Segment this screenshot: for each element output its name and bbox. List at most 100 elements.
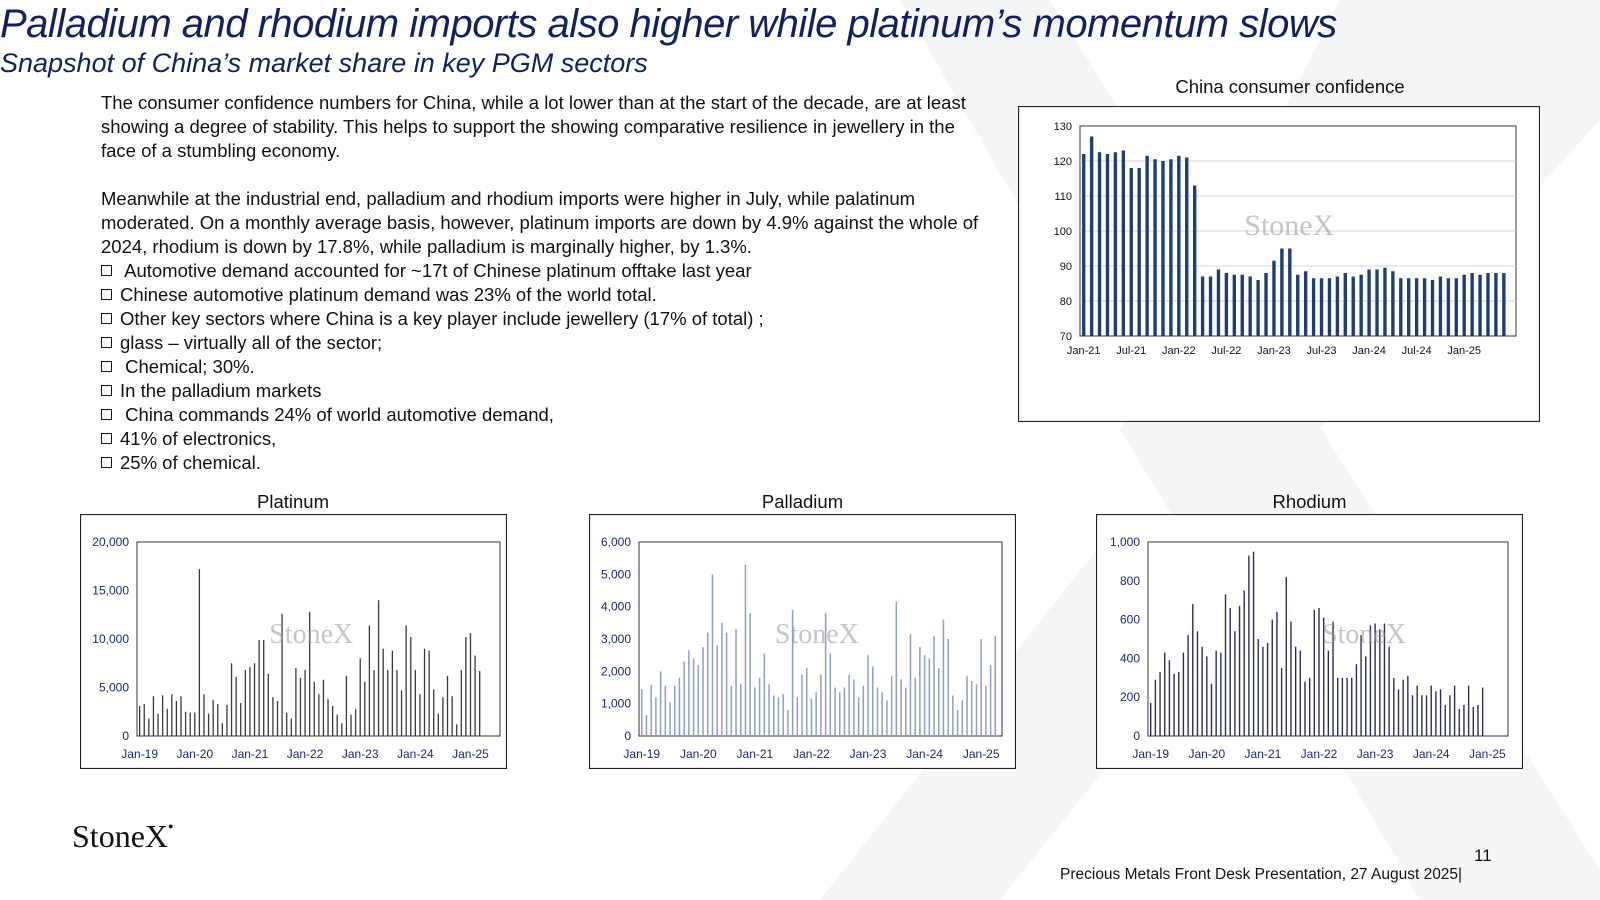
y-tick-label: 1,000 bbox=[601, 697, 631, 711]
bar bbox=[341, 723, 343, 736]
bar bbox=[829, 653, 832, 736]
x-tick-label: Jan-24 bbox=[1352, 345, 1386, 357]
bar bbox=[198, 569, 201, 736]
y-tick-label: 800 bbox=[1120, 574, 1140, 588]
bar bbox=[244, 670, 246, 736]
x-tick-label: Jan-25 bbox=[1447, 345, 1481, 357]
bullet-text: Chemical; 30%. bbox=[120, 356, 255, 377]
y-tick-label: 5,000 bbox=[601, 567, 631, 581]
bar bbox=[1449, 695, 1451, 736]
bar bbox=[1178, 671, 1180, 736]
bar bbox=[1271, 619, 1273, 736]
bar bbox=[659, 671, 662, 736]
bar bbox=[350, 714, 352, 736]
bar bbox=[456, 724, 458, 736]
x-tick-label: Jan-19 bbox=[1132, 747, 1169, 761]
bar bbox=[1375, 269, 1379, 336]
x-tick-label: Jan-21 bbox=[1067, 345, 1101, 357]
y-tick-label: 1,000 bbox=[1110, 535, 1140, 549]
x-tick-label: Jan-22 bbox=[1301, 747, 1338, 761]
y-tick-label: 400 bbox=[1120, 651, 1140, 665]
bar bbox=[460, 670, 462, 736]
bar bbox=[1421, 695, 1423, 736]
bar bbox=[1351, 677, 1353, 736]
body-text: The consumer confidence numbers for Chin… bbox=[101, 91, 981, 475]
chart-frame bbox=[80, 514, 507, 769]
bar bbox=[1192, 185, 1197, 336]
bullet-text: 25% of chemical. bbox=[120, 452, 261, 473]
bar bbox=[872, 666, 874, 736]
bar bbox=[1161, 161, 1165, 336]
x-tick-label: Jan-21 bbox=[1245, 747, 1282, 761]
bar bbox=[1229, 607, 1231, 736]
bar bbox=[1393, 677, 1395, 736]
x-tick-label: Jan-25 bbox=[1469, 747, 1506, 761]
bar bbox=[989, 664, 992, 736]
logo-text: StoneX bbox=[72, 818, 168, 854]
bar bbox=[451, 696, 453, 736]
bar bbox=[1414, 278, 1419, 336]
bar bbox=[876, 687, 879, 736]
bar bbox=[692, 658, 695, 736]
bar bbox=[1220, 652, 1222, 736]
bar bbox=[1374, 623, 1376, 736]
x-tick-label: Jan-24 bbox=[906, 747, 943, 761]
bar bbox=[815, 692, 817, 736]
checkbox-bullet-icon bbox=[101, 337, 112, 348]
bar bbox=[396, 670, 398, 736]
bar bbox=[1462, 274, 1466, 336]
bar bbox=[1208, 276, 1213, 336]
checkbox-bullet-icon bbox=[101, 457, 112, 468]
bar bbox=[1082, 154, 1086, 336]
bar bbox=[1502, 273, 1506, 336]
x-tick-label: Jul-23 bbox=[1307, 345, 1337, 357]
x-tick-label: Jan-23 bbox=[1257, 345, 1291, 357]
bar bbox=[928, 658, 931, 736]
bar bbox=[824, 613, 827, 736]
bar bbox=[194, 712, 196, 736]
y-tick-label: 4,000 bbox=[601, 600, 631, 614]
chart-frame bbox=[1018, 106, 1540, 422]
x-tick-label: Jan-22 bbox=[1162, 345, 1196, 357]
bar bbox=[1137, 168, 1141, 336]
y-tick-label: 200 bbox=[1120, 690, 1140, 704]
bar bbox=[1262, 646, 1264, 736]
x-tick-label: Jul-22 bbox=[1211, 345, 1241, 357]
bar bbox=[1145, 155, 1149, 336]
bar bbox=[1319, 278, 1324, 336]
bar bbox=[368, 625, 371, 736]
bar bbox=[1422, 278, 1427, 336]
bar bbox=[1187, 635, 1189, 736]
bar bbox=[674, 685, 676, 736]
bar bbox=[1243, 590, 1245, 736]
bar bbox=[1318, 607, 1320, 736]
x-tick-label: Jul-21 bbox=[1116, 345, 1146, 357]
bar bbox=[1467, 685, 1470, 736]
bar bbox=[1407, 278, 1411, 336]
y-tick-label: 2,000 bbox=[601, 664, 631, 678]
bar bbox=[1481, 687, 1484, 736]
bar bbox=[806, 668, 808, 736]
bar bbox=[253, 663, 256, 736]
bar bbox=[212, 700, 214, 736]
y-tick-label: 0 bbox=[1133, 729, 1140, 743]
bar bbox=[1391, 271, 1395, 336]
bar bbox=[1327, 278, 1332, 336]
consumer-confidence-chart: 70 80 90 100 110 120 130 Jan-21 Jul-21 Jan-22 Jul-… bbox=[1018, 106, 1540, 422]
y-tick-label: 120 bbox=[1054, 156, 1072, 168]
bar bbox=[1402, 679, 1404, 736]
bar bbox=[446, 675, 449, 736]
bar bbox=[1210, 683, 1213, 736]
bar bbox=[1296, 274, 1300, 336]
slide-subtitle: Snapshot of China’s market share in key … bbox=[0, 48, 648, 78]
registered-mark: ● bbox=[168, 821, 174, 831]
palladium-chart-title: Palladium bbox=[761, 491, 844, 512]
bar bbox=[664, 685, 667, 736]
bar bbox=[725, 632, 728, 736]
bar bbox=[272, 697, 274, 736]
bar bbox=[1200, 276, 1205, 336]
bar bbox=[914, 677, 916, 736]
bar bbox=[249, 667, 251, 736]
bar bbox=[702, 647, 704, 736]
bar bbox=[1159, 671, 1161, 736]
